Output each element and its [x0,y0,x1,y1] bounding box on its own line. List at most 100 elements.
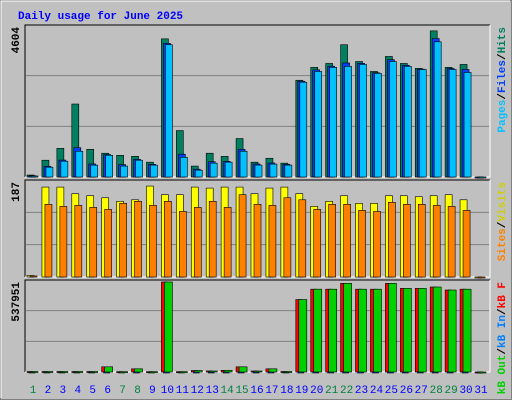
bar [358,288,367,373]
bar [239,150,248,178]
x-tick-label: 24 [370,385,384,397]
x-tick-label: 2 [45,385,52,397]
bar [328,288,337,373]
bar [209,162,218,178]
bar [298,299,308,373]
x-tick-label: 16 [250,385,263,397]
bar [89,371,99,373]
legend-separator: / [497,348,509,355]
bar [208,370,218,373]
panel-edge [24,279,490,372]
bar [268,368,278,373]
bar [388,202,396,278]
y-tick-label: 537951 [11,282,23,322]
bar [373,211,381,278]
bar [59,371,69,373]
panel-edge [24,24,490,177]
bar [388,283,397,373]
x-tick-label: 13 [206,385,219,397]
y-tick-label: 4604 [11,27,23,54]
x-tick-label: 27 [415,385,428,397]
bar [179,211,187,278]
bar [179,371,188,373]
bar [193,370,203,373]
bar [149,371,158,373]
bar [29,275,38,278]
bar [329,67,337,178]
legend-entry: kB Out [497,355,509,395]
x-tick-label: 5 [89,385,96,397]
bar [223,207,232,278]
x-tick-label: 30 [459,385,472,397]
legend-entry: Hits [497,27,509,53]
x-tick-label: 29 [445,385,458,397]
x-tick-label: 22 [340,385,353,397]
x-tick-label: 15 [235,385,248,397]
x-tick-label: 4 [74,385,81,397]
y-tick-label: 187 [11,182,23,202]
bar [149,205,157,278]
bar [208,201,217,278]
legend-entry: Pages [497,100,509,133]
legend-separator: / [497,221,509,228]
bar [75,150,84,178]
x-tick-label: 23 [355,385,368,397]
bar [283,197,292,278]
bar [134,201,142,278]
bar [253,204,262,278]
bar [224,161,233,178]
x-tick-label: 14 [221,385,235,397]
bar [283,371,293,373]
bar [44,371,54,373]
bar [193,207,202,278]
bar [313,288,323,373]
bar [74,205,83,278]
bar [417,288,427,373]
x-tick-label: 9 [149,385,156,397]
x-tick-label: 12 [191,385,204,397]
legend-entry: kB F [497,282,509,308]
x-tick-label: 19 [295,385,308,397]
bar [328,204,336,278]
bar [403,204,411,278]
bar [134,368,143,373]
bar [238,366,248,373]
bar [462,288,472,373]
bar [119,371,128,373]
bar [417,204,426,278]
bar [462,210,471,278]
bar [403,288,412,373]
bar [447,206,456,278]
legend: kB Out/kB In/kB F [497,282,509,394]
x-tick-label: 17 [265,385,278,397]
bar [238,194,247,278]
x-tick-label: 18 [280,385,293,397]
x-tick-label: 21 [325,385,339,397]
bar [478,176,487,179]
bar [104,209,112,278]
bar [284,164,293,178]
bar [29,371,39,373]
legend-separator: / [497,93,509,100]
bar [180,156,188,178]
bar [299,81,308,178]
x-tick-label: 31 [474,385,488,397]
bar [119,203,127,278]
bar [223,370,233,373]
bar [314,71,323,178]
bar [268,205,277,278]
bar [313,209,322,278]
bar [44,204,53,278]
bar [432,205,441,278]
bar [389,61,397,178]
bar [135,159,143,178]
bar [343,204,351,278]
legend-separator: / [497,53,509,60]
bar [432,286,442,373]
bar [404,66,412,178]
bar [418,69,427,178]
bar [358,210,366,278]
bar [359,64,367,178]
